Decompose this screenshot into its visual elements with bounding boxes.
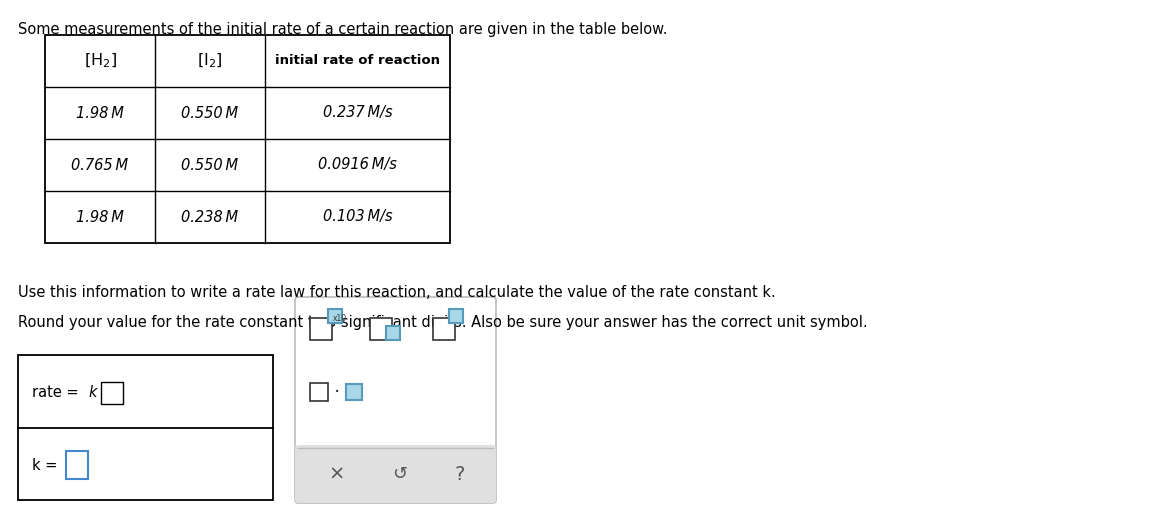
Text: ↺: ↺ <box>392 465 407 483</box>
Text: ?: ? <box>454 464 465 484</box>
Bar <box>17 355 273 500</box>
FancyBboxPatch shape <box>295 445 496 503</box>
Bar <box>310 318 332 340</box>
Text: 0.237 M/s: 0.237 M/s <box>323 106 393 120</box>
Bar <box>45 35 450 243</box>
Text: $\left[\mathregular{H_2}\right]$: $\left[\mathregular{H_2}\right]$ <box>84 52 116 70</box>
Bar <box>346 384 363 400</box>
Bar <box>433 318 456 340</box>
Text: 0.550 M: 0.550 M <box>181 106 238 120</box>
Text: Round your value for the rate constant to 3 significant digits. Also be sure you: Round your value for the rate constant t… <box>17 315 868 330</box>
Text: ·: · <box>333 383 340 401</box>
Text: Use this information to write a rate law for this reaction, and calculate the va: Use this information to write a rate law… <box>17 285 776 300</box>
Text: 1.98 M: 1.98 M <box>76 209 124 225</box>
Text: 0.103 M/s: 0.103 M/s <box>323 209 393 225</box>
Bar <box>370 318 392 340</box>
Text: 0.238 M: 0.238 M <box>181 209 238 225</box>
Text: rate =: rate = <box>33 385 84 400</box>
Bar <box>101 382 123 404</box>
Text: 0.0916 M/s: 0.0916 M/s <box>318 157 397 173</box>
Text: 0.765 M: 0.765 M <box>71 157 129 173</box>
Text: $\left[\mathregular{I_2}\right]$: $\left[\mathregular{I_2}\right]$ <box>198 52 223 70</box>
Text: ×: × <box>329 464 345 484</box>
Text: 0.550 M: 0.550 M <box>181 157 238 173</box>
Bar <box>310 383 328 401</box>
Text: x10: x10 <box>333 314 347 323</box>
Text: k: k <box>88 385 96 400</box>
Text: Some measurements of the initial rate of a certain reaction are given in the tab: Some measurements of the initial rate of… <box>17 22 667 37</box>
Bar <box>386 326 400 340</box>
Text: k =: k = <box>33 458 57 473</box>
Bar <box>328 309 342 323</box>
Bar <box>66 451 88 479</box>
Bar <box>449 309 462 323</box>
Text: initial rate of reaction: initial rate of reaction <box>275 54 440 68</box>
Text: 1.98 M: 1.98 M <box>76 106 124 120</box>
FancyBboxPatch shape <box>295 297 496 503</box>
